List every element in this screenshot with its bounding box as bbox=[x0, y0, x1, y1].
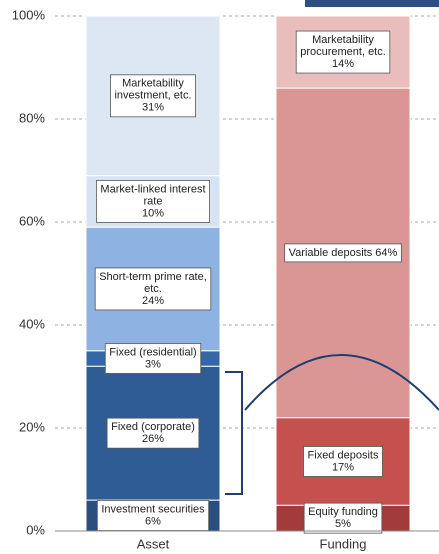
value-label: 14% bbox=[332, 58, 354, 70]
segment-name: Investment securities bbox=[101, 503, 205, 515]
y-tick-label: 40% bbox=[19, 316, 45, 331]
segment-label: Short-term prime rate,etc.24% bbox=[94, 267, 212, 311]
label-box bbox=[295, 30, 391, 74]
segment-name: Equity funding bbox=[308, 506, 378, 518]
y-tick-label: 20% bbox=[19, 419, 45, 434]
segment-label: Fixed (residential)3% bbox=[104, 343, 202, 374]
label-box bbox=[110, 74, 196, 118]
arc bbox=[244, 354, 439, 411]
segment-name: Marketability bbox=[312, 34, 374, 46]
value-label: 26% bbox=[142, 433, 164, 445]
segment-name: Fixed (residential) bbox=[109, 346, 196, 358]
y-tick-label: 60% bbox=[19, 213, 45, 228]
value-label: 31% bbox=[142, 102, 164, 114]
x-tick-label: Funding bbox=[320, 536, 367, 551]
y-tick-label: 0% bbox=[26, 522, 45, 537]
segment-name: Marketability bbox=[122, 78, 184, 90]
segment-name: Fixed (corporate) bbox=[111, 421, 195, 433]
value-label: 3% bbox=[145, 358, 161, 370]
segment-name: investment, etc. bbox=[114, 90, 191, 102]
label-box bbox=[303, 446, 383, 477]
value-label: 10% bbox=[142, 207, 164, 219]
value-label: 64% bbox=[375, 247, 397, 259]
x-tick-label: Asset bbox=[137, 536, 170, 551]
y-tick-label: 100% bbox=[12, 7, 46, 22]
label-box bbox=[96, 500, 210, 531]
value-label: 5% bbox=[335, 518, 351, 530]
label-box bbox=[284, 243, 402, 263]
segment-name: Variable deposits bbox=[289, 247, 373, 259]
value-label: 17% bbox=[332, 461, 354, 473]
label-box bbox=[106, 417, 200, 449]
value-label: 24% bbox=[142, 295, 164, 307]
label-box bbox=[303, 502, 383, 534]
bracket bbox=[225, 371, 243, 495]
label-box bbox=[94, 267, 212, 311]
segment-label-text: Variable deposits 64% bbox=[289, 247, 398, 259]
segment-name: procurement, etc. bbox=[300, 46, 386, 58]
segment-name: rate bbox=[144, 195, 163, 207]
segment-label: Variable deposits 64% bbox=[284, 243, 402, 263]
segment-name: Fixed deposits bbox=[308, 449, 379, 461]
value-label: 6% bbox=[145, 515, 161, 527]
segment-name: Market-linked interest bbox=[100, 183, 205, 195]
label-box bbox=[96, 179, 210, 223]
segment-name: Short-term prime rate, bbox=[99, 271, 207, 283]
segment-label: Fixed (corporate)26% bbox=[106, 417, 200, 449]
y-tick-label: 80% bbox=[19, 110, 45, 125]
legend-fragment bbox=[305, 0, 439, 7]
label-box bbox=[104, 343, 202, 374]
segment-name: etc. bbox=[144, 283, 162, 295]
